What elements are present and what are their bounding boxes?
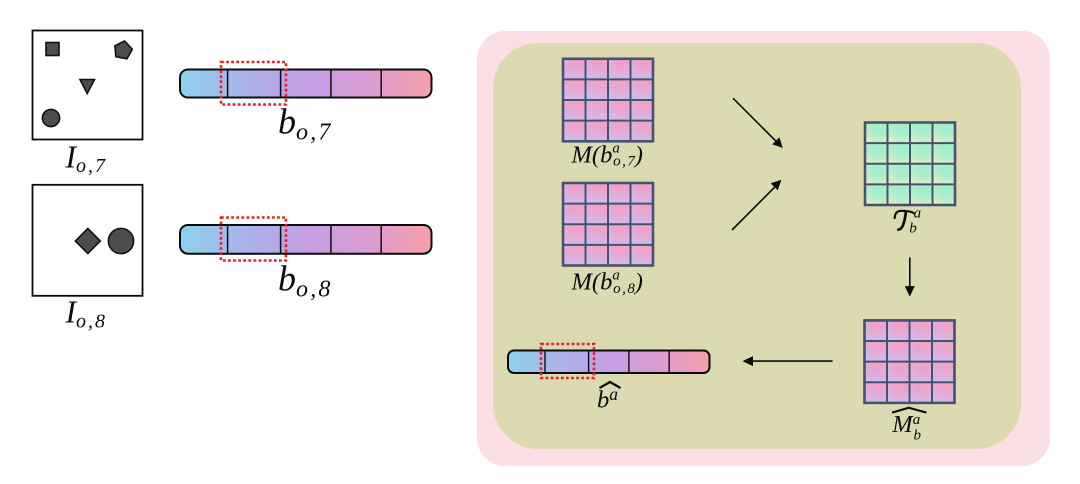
svg-text:Io,7: Io,7 bbox=[65, 139, 108, 177]
svg-text:M(bao,8): M(ba o,8) bbox=[571, 268, 643, 297]
svg-text:a: a bbox=[914, 205, 922, 221]
svg-text:bo,8: bo,8 bbox=[278, 258, 333, 302]
svg-text:Io,8: Io,8 bbox=[65, 295, 108, 333]
svg-text:b: b bbox=[909, 220, 917, 236]
svg-text:M(bao,7): M(ba o,7) bbox=[571, 140, 643, 169]
svg-text:bo,7: bo,7 bbox=[278, 101, 333, 145]
